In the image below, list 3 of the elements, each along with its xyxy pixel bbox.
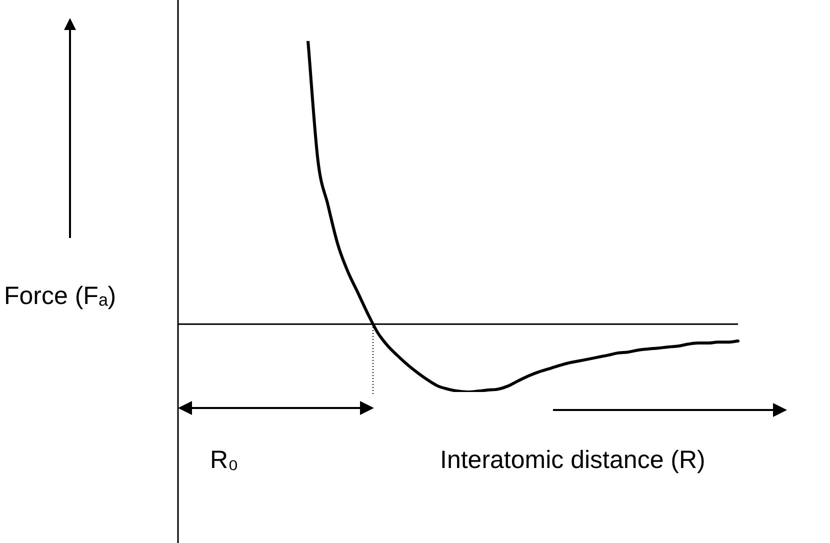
text: R₀: [210, 446, 238, 474]
y-axis-title: Force (Fₐ): [4, 282, 116, 310]
x-axis-title: Interatomic distance (R): [440, 446, 706, 474]
